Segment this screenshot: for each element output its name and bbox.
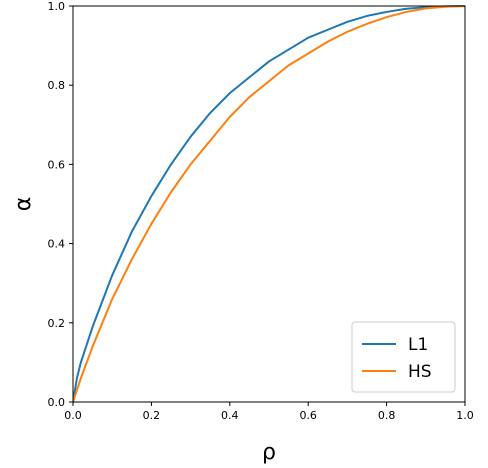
y-tick-label: 1.0 [48,0,66,13]
legend-box [351,321,456,393]
y-tick-label: 0.8 [48,79,66,92]
x-axis-ticks: 0.0 0.2 0.4 0.6 0.8 1.0 [64,402,474,422]
y-tick-label: 0.6 [48,158,66,171]
x-tick-label: 0.6 [299,409,317,422]
series-layer [73,5,466,403]
x-tick-label: 0.4 [221,409,239,422]
y-axis-ticks: 0.0 0.2 0.4 0.6 0.8 1.0 [48,0,73,409]
y-tick-label: 0.0 [48,396,66,409]
x-tick-label: 0.8 [378,409,396,422]
y-tick-label: 0.4 [48,238,66,251]
series-line-hs [73,5,466,403]
x-axis-label: ρ [262,440,276,465]
axes-border [72,5,466,403]
y-tick-label: 0.2 [48,317,66,330]
legend: L1 HS [351,321,456,393]
legend-label-hs: HS [408,362,432,382]
series-line-l1 [73,5,466,403]
x-tick-label: 1.0 [456,409,474,422]
axes-frame [72,5,466,403]
x-tick-label: 0.0 [64,409,82,422]
y-axis-label: α [11,197,36,212]
legend-label-l1: L1 [408,335,428,355]
x-tick-label: 0.2 [143,409,161,422]
